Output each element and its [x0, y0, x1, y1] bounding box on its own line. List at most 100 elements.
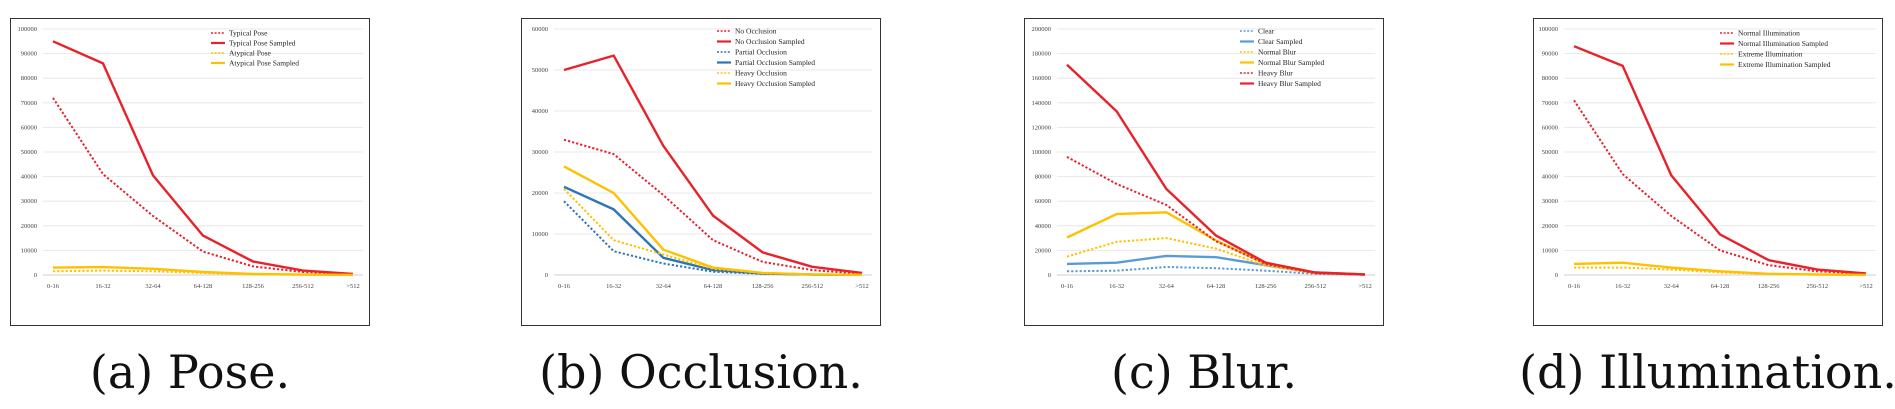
y-tick-label: 160000 — [1032, 75, 1052, 82]
y-tick-label: 120000 — [1032, 124, 1052, 131]
series-line-2 — [563, 54, 863, 275]
legend-label: Normal Illumination Sampled — [1738, 39, 1828, 48]
x-tick-label: 16-32 — [1615, 283, 1630, 290]
legend-label: Heavy Occlusion — [735, 69, 787, 78]
x-tick-label: 32-64 — [1159, 283, 1175, 290]
caption-illumination: (d) Illumination. — [1519, 345, 1895, 399]
y-tick-label: 60000 — [1035, 198, 1051, 205]
legend-label: Partial Occlusion Sampled — [735, 58, 815, 67]
chart-occlusion: 0 10000 20000 30000 40000 50000 60000 0-16 16-32… — [532, 26, 872, 290]
x-tick-label: >512 — [1859, 283, 1872, 290]
y-tick-label: 10000 — [1542, 247, 1558, 254]
y-tick-label: 10000 — [532, 231, 548, 238]
legend-label: Normal Blur Sampled — [1258, 58, 1324, 67]
series-line-4 — [563, 185, 863, 276]
y-tick-label: 60000 — [21, 124, 37, 131]
x-tick-label: 0-16 — [47, 283, 60, 290]
caption-occlusion: (b) Occlusion. — [539, 345, 863, 399]
y-tick-label: 200000 — [1032, 26, 1052, 33]
legend-label: Clear Sampled — [1258, 37, 1303, 46]
y-tick-label: 60000 — [1542, 124, 1558, 131]
y-tick-label: 40000 — [1542, 174, 1558, 181]
caption-pose: (a) Pose. — [89, 345, 291, 399]
series-line-4 — [1573, 261, 1867, 277]
legend-label: Typical Pose Sampled — [229, 39, 296, 48]
y-tick-label: 100000 — [1539, 26, 1559, 33]
y-tick-label: 20000 — [1542, 223, 1558, 230]
y-tick-label: 80000 — [21, 75, 37, 82]
y-tick-label: 100000 — [18, 26, 38, 33]
series-line-3 — [563, 200, 863, 276]
legend-label: Clear — [1258, 27, 1275, 36]
y-tick-label: 20000 — [21, 223, 37, 230]
chart-pose: 0 10000 20000 30000 40000 50000 60000 70000 8000… — [18, 26, 363, 290]
y-tick-label: 60000 — [532, 26, 548, 33]
legend-label: Atypical Pose Sampled — [229, 59, 299, 68]
y-tick-label: 20000 — [1035, 247, 1051, 254]
series-line-1 — [563, 138, 863, 275]
y-tick-label: 50000 — [21, 149, 37, 156]
series-line-1 — [52, 97, 354, 275]
y-tick-label: 40000 — [532, 108, 548, 115]
legend-label: No Occlusion — [735, 27, 777, 36]
x-tick-label: 64-128 — [1711, 283, 1729, 290]
y-tick-label: 0 — [545, 272, 548, 279]
y-tick-label: 40000 — [1035, 223, 1051, 230]
legend-label: Heavy Occlusion Sampled — [735, 79, 815, 88]
x-tick-label: >512 — [855, 283, 868, 290]
x-tick-label: 32-64 — [656, 283, 672, 290]
x-tick-label: >512 — [1358, 283, 1371, 290]
x-tick-label: 64-128 — [1207, 283, 1225, 290]
y-tick-label: 30000 — [532, 149, 548, 156]
y-tick-label: 0 — [34, 272, 37, 279]
x-tick-label: 0-16 — [1061, 283, 1074, 290]
y-tick-label: 180000 — [1032, 51, 1052, 58]
legend-label: Normal Illumination — [1738, 29, 1800, 38]
legend-label: No Occlusion Sampled — [735, 37, 805, 46]
x-tick-label: 256-512 — [1806, 283, 1828, 290]
series-line-2 — [1573, 45, 1867, 275]
y-tick-label: 40000 — [21, 174, 37, 181]
x-tick-label: 16-32 — [606, 283, 621, 290]
chart-frame-blur: 0 20000 40000 60000 80000 100000 120000 140000 1… — [1024, 18, 1384, 326]
x-tick-label: 32-64 — [1664, 283, 1680, 290]
series-line-1 — [1573, 99, 1867, 275]
chart-frame-pose: 0 10000 20000 30000 40000 50000 60000 70000 8000… — [10, 18, 370, 326]
series-line-6 — [1066, 63, 1366, 276]
y-tick-label: 0 — [1048, 272, 1051, 279]
chart-frame-illumination: 0 10000 20000 30000 40000 50000 60000 70000 8000… — [1533, 18, 1883, 326]
series-line-6 — [563, 165, 863, 276]
legend-label: Heavy Blur Sampled — [1258, 79, 1321, 88]
y-tick-label: 50000 — [1542, 149, 1558, 156]
x-tick-label: 0-16 — [558, 283, 571, 290]
y-tick-label: 90000 — [1542, 51, 1558, 58]
y-tick-label: 70000 — [1542, 100, 1558, 107]
y-tick-label: 10000 — [21, 247, 37, 254]
legend-label: Typical Pose — [229, 29, 268, 38]
x-tick-label: 128-256 — [242, 283, 264, 290]
y-tick-label: 90000 — [21, 51, 37, 58]
series-line-3 — [1066, 237, 1366, 276]
y-tick-label: 140000 — [1032, 100, 1052, 107]
y-tick-label: 70000 — [21, 100, 37, 107]
x-tick-label: 0-16 — [1568, 283, 1581, 290]
y-tick-label: 100000 — [1032, 149, 1052, 156]
y-tick-label: 80000 — [1542, 75, 1558, 82]
legend-label: Atypical Pose — [229, 49, 272, 58]
chart-blur: 0 20000 40000 60000 80000 100000 120000 140000 1… — [1032, 26, 1375, 290]
x-tick-label: 64-128 — [704, 283, 722, 290]
x-tick-label: 256-512 — [801, 283, 823, 290]
y-tick-label: 0 — [1555, 272, 1558, 279]
legend-label: Heavy Blur — [1258, 69, 1293, 78]
y-tick-label: 20000 — [532, 190, 548, 197]
x-tick-label: 128-256 — [1255, 283, 1277, 290]
x-tick-label: 16-32 — [1109, 283, 1124, 290]
x-tick-label: 128-256 — [752, 283, 774, 290]
series-line-2 — [52, 40, 354, 276]
legend-label: Extreme Illumination — [1738, 50, 1803, 59]
x-tick-label: >512 — [346, 283, 359, 290]
x-tick-label: 256-512 — [1304, 283, 1326, 290]
legend-label: Extreme Illumination Sampled — [1738, 60, 1831, 69]
x-tick-label: 256-512 — [292, 283, 314, 290]
chart-illumination: 0 10000 20000 30000 40000 50000 60000 70000 8000… — [1539, 26, 1876, 290]
